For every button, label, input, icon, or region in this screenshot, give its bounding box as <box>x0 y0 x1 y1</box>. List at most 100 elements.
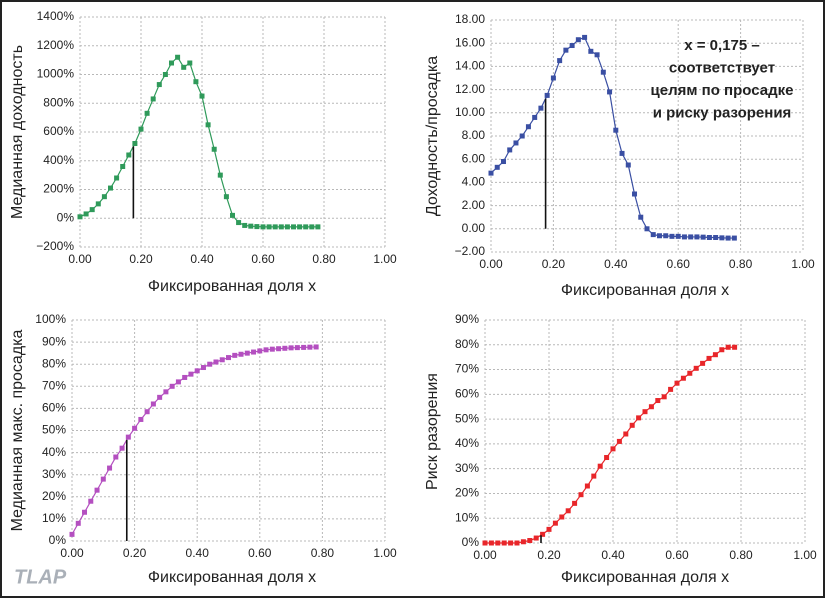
y-tick-label: 0% <box>57 210 75 224</box>
point <box>719 235 725 241</box>
point <box>610 446 616 452</box>
y-tick-label: 6.00 <box>462 151 486 165</box>
point <box>725 344 731 350</box>
annotation: и риску разорения <box>653 104 792 121</box>
x-tick-label: 1.00 <box>793 548 817 562</box>
point <box>578 492 584 498</box>
point <box>244 350 250 356</box>
x-axis-label: Фиксированная доля x <box>148 569 316 586</box>
x-tick-label: 0.80 <box>729 548 753 562</box>
point <box>303 224 309 230</box>
point <box>625 162 631 168</box>
point <box>661 394 667 400</box>
point <box>501 540 507 546</box>
point <box>108 185 113 191</box>
x-tick-label: 1.00 <box>791 257 815 271</box>
y-tick-label: 0% <box>49 533 67 547</box>
point <box>655 398 661 404</box>
point <box>100 476 106 482</box>
logo: TLAP <box>14 566 67 588</box>
point <box>508 540 514 546</box>
x-axis-label: Фиксированная доля x <box>148 278 316 295</box>
point <box>294 345 300 351</box>
x-tick-label: 0.40 <box>186 546 210 560</box>
point <box>619 150 625 156</box>
series-line <box>79 56 318 228</box>
x-tick-label: 0.60 <box>667 257 691 271</box>
point <box>132 141 138 146</box>
point <box>629 422 635 428</box>
point <box>169 60 174 66</box>
point <box>712 352 718 358</box>
y-tick-label: 20% <box>455 486 479 500</box>
y-tick-label: 80% <box>455 337 479 351</box>
point <box>182 374 188 380</box>
point <box>575 37 581 43</box>
y-tick-label: 80% <box>42 356 66 370</box>
x-tick-label: 0.20 <box>542 257 566 271</box>
point <box>223 194 229 200</box>
point <box>731 235 737 241</box>
point <box>694 234 700 240</box>
y-axis-label: Медианная макс. просадка <box>9 329 26 531</box>
y-tick-label: 70% <box>42 378 66 392</box>
y-tick-label: 1000% <box>37 67 75 81</box>
point <box>187 60 193 66</box>
point <box>219 357 225 363</box>
point <box>582 34 588 40</box>
point <box>278 224 284 230</box>
point <box>663 233 669 239</box>
y-tick-label: 4.00 <box>462 175 486 189</box>
point <box>230 212 235 218</box>
point <box>632 191 638 197</box>
point <box>700 234 706 240</box>
point <box>163 389 169 395</box>
point <box>175 54 181 60</box>
point <box>119 445 125 451</box>
point <box>251 349 257 355</box>
point <box>533 535 539 541</box>
x-tick-label: 1.00 <box>373 546 397 560</box>
point <box>114 175 120 181</box>
point <box>569 43 575 49</box>
y-tick-label: 50% <box>455 411 479 425</box>
series-line <box>490 36 735 239</box>
y-axis-label: Риск разорения <box>424 373 441 490</box>
point <box>207 361 213 367</box>
point <box>591 473 597 479</box>
point <box>495 540 501 546</box>
point <box>236 220 242 226</box>
y-tick-label: 40% <box>42 445 66 459</box>
point <box>313 344 319 350</box>
y-tick-label: 1400% <box>37 9 75 23</box>
point <box>276 346 282 352</box>
point <box>507 147 513 153</box>
annotation: целям по просадке <box>651 82 794 99</box>
point <box>706 235 712 240</box>
point <box>107 465 113 471</box>
point <box>162 72 168 77</box>
point <box>309 224 315 230</box>
point <box>594 52 600 58</box>
x-tick-label: 0.80 <box>312 252 336 266</box>
point <box>144 409 150 415</box>
point <box>226 355 231 361</box>
point <box>616 438 622 444</box>
point <box>520 539 526 545</box>
y-tick-label: 1200% <box>37 38 75 52</box>
y-tick-label: 0% <box>462 535 480 549</box>
point <box>525 124 531 130</box>
point <box>604 455 610 461</box>
y-tick-label: 600% <box>43 124 74 138</box>
point <box>636 415 642 421</box>
point <box>527 538 533 544</box>
point <box>644 226 650 232</box>
point <box>546 526 552 532</box>
point <box>613 127 619 133</box>
point <box>132 425 138 431</box>
point <box>563 47 569 53</box>
point <box>126 152 132 158</box>
y-tick-label: 10% <box>455 510 479 524</box>
